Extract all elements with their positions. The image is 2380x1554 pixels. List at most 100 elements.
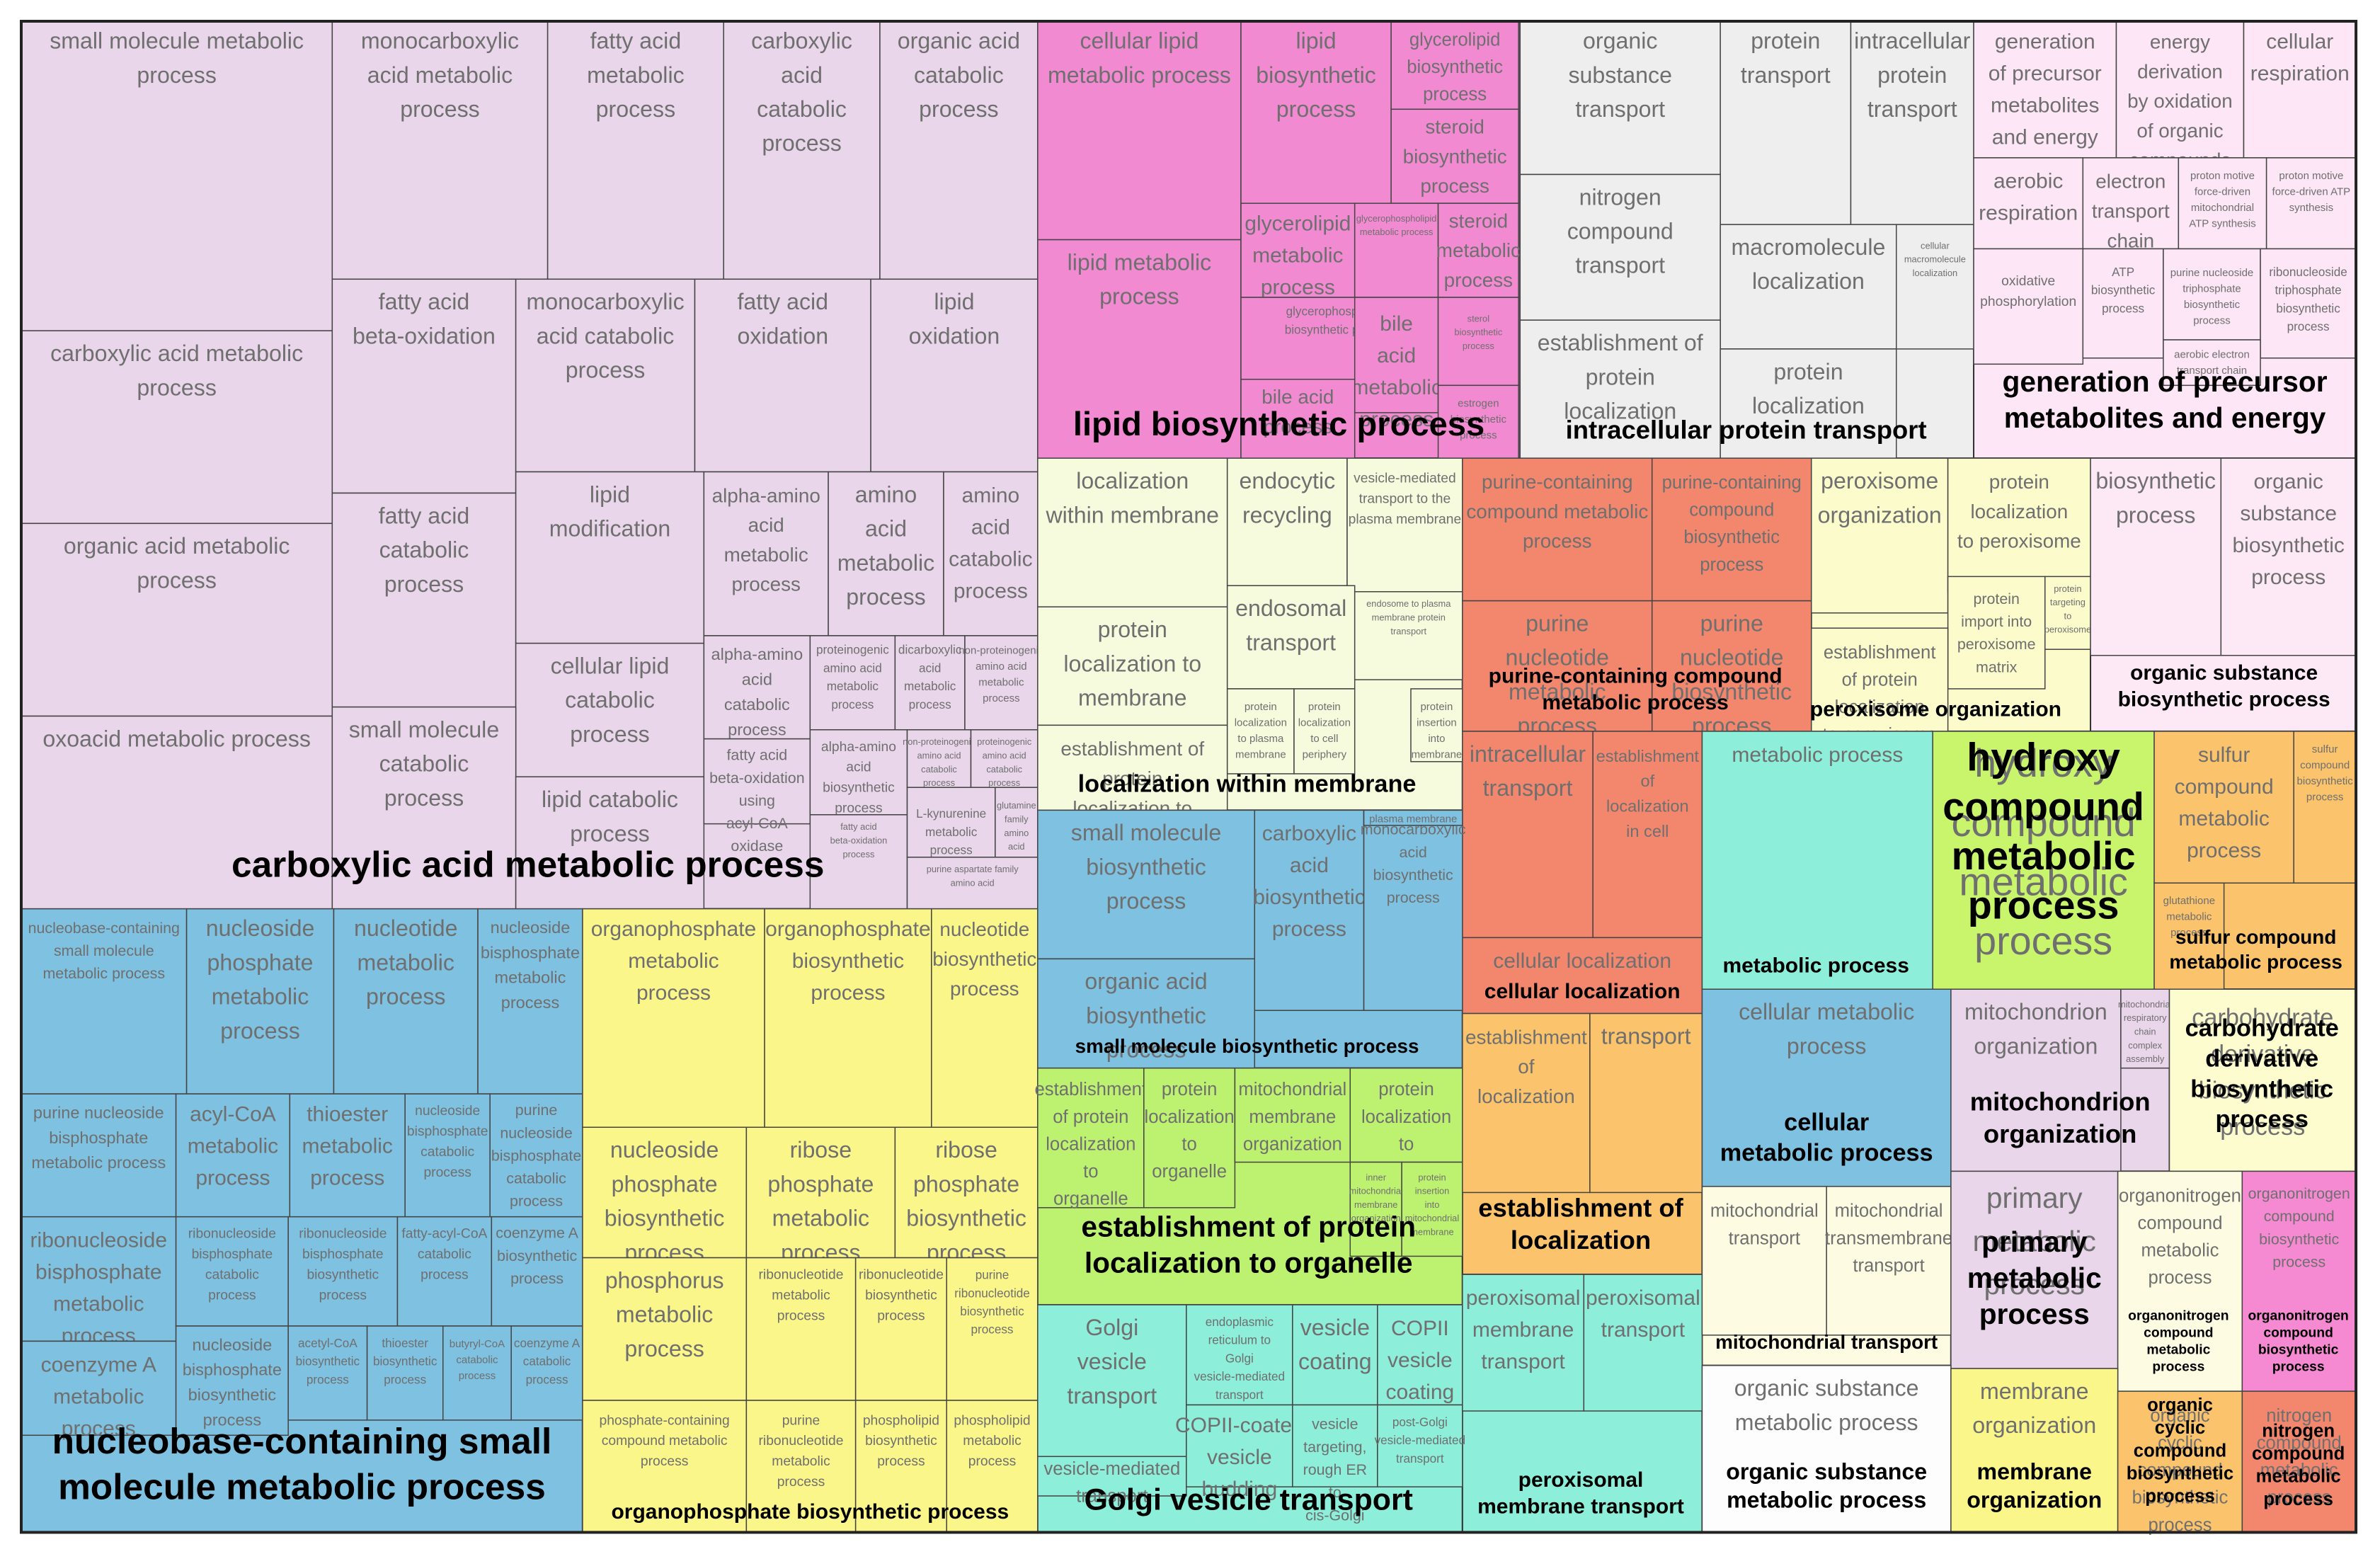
tile-label-nucleoside-bisphosphate-metabolic-process: nucleoside bisphosphate metabolic process [481,918,580,1012]
tile-phospholipid-metabolic-process [946,1400,1039,1533]
tile-label-endocytic-recycling: endocytic recycling [1239,468,1335,527]
tile-label-cellular-lipid-catabolic-process: cellular lipid catabolic process [551,653,670,746]
tile-dicarboxylic-acid-metabolic-process [894,635,966,731]
tile-label-fatty-acid-metabolic-process: fatty acid metabolic process [587,28,685,122]
tile-label-protein-targeting-to-peroxisome: protein targeting to peroxisome [2044,583,2091,635]
tile-carboxylic-acid-metabolic-process [21,330,333,525]
tile-label-organic-acid-metabolic-process: organic acid metabolic process [64,533,290,593]
group-label-carboxylic-acid-metabolic-process: carboxylic acid metabolic process [231,844,824,885]
tile-endosome-to-plasma-membrane-protein-transport [1354,591,1463,680]
tile-label-mitochondrion-organization: mitochondrion organization [1964,999,2107,1058]
tile-carboxylic-acid-biosynthetic-process [1254,809,1365,1011]
tile-label-non-proteinogenic-amino-acid-metabolic-process: non-proteinogenic amino acid metabolic proc… [959,645,1044,705]
tile-label-carbohydrate-derivative-biosynthetic-process: carbohydrate derivative biosynthetic proces… [2192,1005,2333,1141]
tile-protein-insertion-into-mitochondrial-membrane [1401,1161,1463,1257]
tile-lipid-modification [515,471,705,644]
tile-label-nucleoside-bisphosphate-biosynthetic-process: nucleoside bisphosphate biosynthetic proces… [183,1335,282,1429]
tile-label-ribonucleoside-triphosphate-biosynthetic-process: ribonucleoside triphosphate biosynthetic pr… [2269,265,2347,333]
tile-label-establishment-of-protein-localization: establishment of protein localization [1538,330,1703,423]
tile-label-aerobic-respiration: aerobic respiration [1979,170,2078,225]
group-label-organic-substance-biosynthetic-process: organic substance biosynthetic process [2118,661,2330,712]
tile-label-steroid-biosynthetic-process: steroid biosynthetic process [1403,116,1507,198]
tile-nucleoside-phosphate-metabolic-process [185,908,335,1095]
tile-oxidative-phosphorylation [1973,248,2084,365]
tile-label-organic-substance-metabolic-process: organic substance metabolic process [1734,1376,1919,1435]
tile-label-nucleoside-phosphate-metabolic-process: nucleoside phosphate metabolic process [206,915,315,1044]
tile-butyryl-coa-catabolic-process [442,1325,512,1421]
tile-label-small-molecule-catabolic-process: small molecule catabolic process [349,716,499,810]
tile-label-peroxisome-organization: peroxisome organization [1818,468,1942,527]
tile-label-cellular-metabolic-process: cellular metabolic process [1739,999,1914,1058]
tile-protein-localization-to-cell-periphery [1293,688,1356,775]
tile-label-phospholipid-biosynthetic-process: phospholipid biosynthetic process [863,1413,939,1469]
tile-label-protein-localization-to-plasma-membrane: protein localization to plasma membrane [1235,701,1287,761]
tile-aerobic-electron-transport-chain [2163,339,2261,387]
tile-alpha-amino-acid-metabolic-process [703,471,829,636]
tile-small-molecule-biosynthetic-process [1037,809,1256,960]
tile-label-mitochondrial-membrane-organization: mitochondrial membrane organization [1238,1080,1346,1154]
tile-vesicle-mediated-transport-to-the-plasma-membrane [1346,457,1463,593]
tile-peroxisome-organization [1810,457,1949,614]
tile-phosphorus-metabolic-process [582,1257,748,1401]
tile-golgi-vesicle-transport [1037,1304,1187,1458]
tile-label-organic-substance-biosynthetic-process: organic substance biosynthetic process [2232,470,2344,589]
tile-label-glutathione-metabolic-process: glutathione metabolic process [2163,895,2215,939]
group-label-lipid-biosynthetic-process: lipid biosynthetic process [1073,405,1484,442]
tile-vesicle-targeting-rough-er-to-cis-golgi [1292,1404,1378,1487]
tile-localization-within-membrane [1037,457,1228,607]
tile-glycerolipid-metabolic-process [1240,202,1356,298]
tile-label-plasma-membrane: plasma membrane [1369,813,1457,825]
tile-label-mitochondrial-transmembrane-transport: mitochondrial transmembrane transport [1825,1201,1952,1276]
tile-label-monocarboxylic-acid-biosynthetic-process: monocarboxylic acid biosynthetic process [1361,821,1466,906]
tile-glutathione-metabolic-process [2153,882,2225,990]
tile-lipid-oxidation [870,278,1039,473]
tile-fatty-acid-metabolic-process [547,21,724,280]
tile-label-thioester-metabolic-process: thioester metabolic process [302,1103,393,1190]
tile-purine-nucleoside-bisphosphate-metabolic-process [21,1093,177,1218]
tile-label-copii-coated-vesicle-budding: COPII-coated vesicle budding [1175,1414,1304,1501]
group-label-golgi-vesicle-transport: Golgi vesicle transport [1084,1482,1412,1516]
tile-lipid-catabolic-process [515,776,705,910]
tile-label-monocarboxylic-acid-catabolic-process: monocarboxylic acid catabolic process [526,289,684,382]
group-label-establishment-of-protein-localization-to-organelle: establishment of protein localization to … [1081,1211,1416,1279]
tile-label-macromolecule-localization: macromolecule localization [1732,234,1886,294]
tile-label-lipid-metabolic-process: lipid metabolic process [1068,249,1212,309]
tile-label-organonitrogen-compound-metabolic-process: organonitrogen compound metabolic process [2119,1186,2241,1288]
tile-label-nitrogen-compound-transport: nitrogen compound transport [1567,184,1674,278]
tile-label-small-molecule-biosynthetic-process: small molecule biosynthetic process [1071,820,1221,913]
tile-proton-motive-force-driven-atp-synthesis [2265,157,2357,250]
tile-steroid-biosynthetic-process [1390,108,1519,204]
tile-label-protein-localization-to-cell-periphery: protein localization to cell periphery [1298,701,1351,761]
tile-organic-acid-catabolic-process [879,21,1039,280]
tile-label-glycerophospholipid-metabolic-process: glycerophospholipid metabolic process [1356,213,1437,237]
tile-label-ribonucleoside-bisphosphate-metabolic-process: ribonucleoside bisphosphate metabolic proce… [30,1229,167,1348]
tile-label-fatty-acid-beta-oxidation: fatty acid beta-oxidation [353,289,496,348]
group-label-establishment-of-localization: establishment of localization [1478,1194,1683,1255]
tile-label-fatty-acid-catabolic-process: fatty acid catabolic process [379,503,470,596]
tile-label-organic-acid-catabolic-process: organic acid catabolic process [898,28,1020,122]
group-label-membrane-organization: membrane organization [1967,1458,2102,1512]
tile-label-alpha-amino-acid-metabolic-process: alpha-amino acid metabolic process [712,484,820,595]
group-label-primary-metabolic-process: primary metabolic process [1967,1226,2102,1330]
tile-nucleotide-biosynthetic-process [931,908,1039,1128]
tile-label-fatty-acid-oxidation: fatty acid oxidation [737,289,828,348]
tile-nitrogen-compound-transport [1519,173,1721,321]
tile-label-nucleoside-bisphosphate-catabolic-process: nucleoside bisphosphate catabolic process [407,1104,488,1180]
tile-label-proton-motive-force-driven-atp-synthesis: proton motive force-driven ATP synthesis [2272,170,2351,214]
tile-label-biosynthetic-process: biosynthetic process [2095,468,2216,527]
tile-mitochondrion-organization [1950,988,2122,1172]
tile-small-molecule-metabolic-process [21,21,333,331]
tile-label-atp-biosynthetic-process: ATP biosynthetic process [2091,265,2156,315]
tile-protein-localization-to-peroxisome [1947,457,2091,593]
tile-label-peroxisomal-membrane-transport: peroxisomal membrane transport [1466,1286,1581,1373]
tile-label-glycerolipid-biosynthetic-process: glycerolipid biosynthetic process [1407,30,1503,104]
tile-label-l-kynurenine-metabolic-process: L-kynurenine metabolic process [916,806,986,857]
tile-label-protein-localization-to-membrane: protein localization to membrane [1063,617,1201,710]
tile-amino-acid-metabolic-process [828,471,944,636]
tile-glutamine-family-amino-acid-metabolic-process [995,787,1039,858]
tile-ribonucleoside-bisphosphate-catabolic-process [175,1216,289,1327]
tile-proteinogenic-amino-acid-catabolic-process [970,729,1039,788]
tile-label-alpha-amino-acid-biosynthetic-process: alpha-amino acid biosynthetic process [821,740,896,816]
tile-label-purine-aspartate-family-amino-acid: purine aspartate family amino acid [927,864,1019,888]
